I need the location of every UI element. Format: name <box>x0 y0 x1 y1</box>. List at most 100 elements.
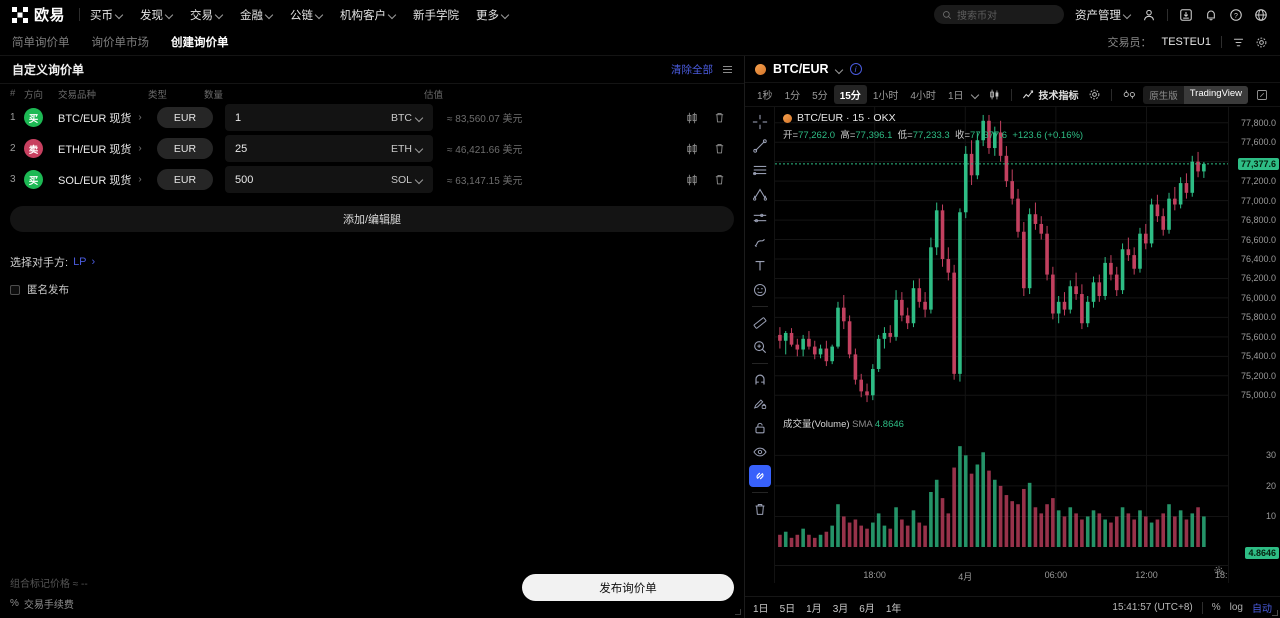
timeframe-1s[interactable]: 1秒 <box>757 91 773 102</box>
nav-item-asset-management[interactable]: 资产管理 <box>1075 7 1131 23</box>
timeframe-1m[interactable]: 1分 <box>784 91 801 102</box>
zoom-icon[interactable] <box>749 336 771 358</box>
time-axis[interactable]: 18:00 4月 06:00 12:00 18: <box>775 565 1228 583</box>
add-edit-leg-button[interactable]: 添加/编辑腿 <box>10 206 734 232</box>
type-pill[interactable]: EUR <box>157 107 213 128</box>
crosshair-icon[interactable] <box>749 111 771 133</box>
price-axis[interactable]: 77,800.077,600.077,400.077,200.077,000.0… <box>1228 107 1280 583</box>
time-axis-settings-icon[interactable] <box>1213 563 1224 581</box>
user-icon[interactable] <box>1142 8 1156 22</box>
brush-icon[interactable] <box>749 231 771 253</box>
quantity-unit-select[interactable]: ETH <box>391 143 423 155</box>
tab-create-rfq[interactable]: 创建询价单 <box>171 37 229 49</box>
log-scale-toggle[interactable]: log <box>1229 602 1243 613</box>
direction-badge-buy[interactable]: 买 <box>24 170 43 189</box>
settings-gear-icon[interactable] <box>1255 36 1268 49</box>
nav-item-trade[interactable]: 交易 <box>190 7 223 23</box>
range-1d[interactable]: 1日 <box>753 604 769 615</box>
resize-handle[interactable] <box>1272 610 1278 616</box>
chart-type-candles-icon[interactable] <box>984 88 1005 101</box>
range-6mo[interactable]: 6月 <box>859 604 875 615</box>
menu-icon[interactable] <box>723 66 732 73</box>
candlestick-plot[interactable]: BTC/EUR · 15 · OKX 开=77,262.0 高=77,396.1… <box>775 107 1228 583</box>
help-icon[interactable]: ? <box>1229 8 1243 22</box>
anonymous-checkbox[interactable] <box>10 284 20 295</box>
chevron-down-icon[interactable] <box>972 91 979 98</box>
nav-item-finance[interactable]: 金融 <box>240 7 273 23</box>
bell-icon[interactable] <box>1204 8 1218 22</box>
tab-rfq-market[interactable]: 询价单市场 <box>91 37 150 49</box>
search-input[interactable]: 搜索币对 <box>934 5 1064 24</box>
tab-simple-rfq[interactable]: 简单询价单 <box>12 37 70 49</box>
clear-all-button[interactable]: 清除全部 <box>671 64 713 76</box>
candlestick-icon[interactable] <box>685 111 699 125</box>
resize-handle[interactable] <box>735 609 741 615</box>
quantity-input[interactable]: 25 ETH <box>225 135 433 162</box>
eye-icon[interactable] <box>749 441 771 463</box>
nav-label: 发现 <box>140 9 164 22</box>
chevron-down-icon[interactable] <box>836 66 843 73</box>
magnet-icon[interactable] <box>749 369 771 391</box>
pencil-lock-icon[interactable] <box>749 393 771 415</box>
range-1y[interactable]: 1年 <box>885 604 902 615</box>
filter-icon[interactable] <box>1232 36 1245 49</box>
lock-icon[interactable] <box>749 417 771 439</box>
quantity-input[interactable]: 500 SOL <box>225 166 433 193</box>
trash-icon[interactable] <box>749 498 771 520</box>
timeframe-15m[interactable]: 15分 <box>833 85 867 104</box>
nav-item-academy[interactable]: 新手学院 <box>413 7 459 23</box>
timeframe-1d[interactable]: 1日 <box>947 91 964 102</box>
counterparty-value[interactable]: LP <box>73 256 87 268</box>
quantity-unit-select[interactable]: SOL <box>391 174 423 186</box>
candlestick-icon[interactable] <box>685 142 699 156</box>
range-5d[interactable]: 5日 <box>779 604 796 615</box>
emoji-icon[interactable] <box>749 279 771 301</box>
nav-item-buy-crypto[interactable]: 买币 <box>90 7 123 23</box>
view-tradingview[interactable]: TradingView <box>1183 85 1248 104</box>
type-pill[interactable]: EUR <box>157 169 213 190</box>
auto-scale-toggle[interactable]: 自动 <box>1252 604 1272 615</box>
price-tick: 75,200.0 <box>1240 370 1276 381</box>
publish-rfq-button[interactable]: 发布询价单 <box>522 574 734 601</box>
link-icon[interactable] <box>748 465 771 487</box>
channel-icon[interactable] <box>749 207 771 229</box>
fullscreen-icon[interactable] <box>1252 89 1272 101</box>
pitchfork-icon[interactable] <box>749 183 771 205</box>
nav-item-institutional[interactable]: 机构客户 <box>340 7 396 23</box>
type-pill[interactable]: EUR <box>157 138 213 159</box>
range-3mo[interactable]: 3月 <box>832 604 849 615</box>
delete-row-icon[interactable] <box>713 173 726 186</box>
candlestick-icon[interactable] <box>685 173 699 187</box>
symbol-selector[interactable]: ETH/EUR 现货 › <box>43 141 143 157</box>
delete-row-icon[interactable] <box>713 142 726 155</box>
quantity-input[interactable]: 1 BTC <box>225 104 433 131</box>
view-native[interactable]: 原生版 <box>1149 90 1178 102</box>
trend-line-icon[interactable] <box>749 135 771 157</box>
compare-icon[interactable] <box>1118 88 1141 101</box>
nav-item-more[interactable]: 更多 <box>476 7 509 23</box>
nav-item-discover[interactable]: 发现 <box>140 7 173 23</box>
delete-row-icon[interactable] <box>713 111 726 124</box>
timeframe-4h[interactable]: 4小时 <box>910 91 936 102</box>
symbol-selector[interactable]: SOL/EUR 现货 › <box>43 172 143 188</box>
percent-scale-toggle[interactable]: % <box>1211 602 1221 613</box>
timeframe-1h[interactable]: 1小时 <box>872 91 899 102</box>
globe-icon[interactable] <box>1254 8 1268 22</box>
chevron-right-icon[interactable]: › <box>91 256 96 268</box>
info-icon[interactable]: i <box>849 63 862 75</box>
indicators-label[interactable]: 技术指标 <box>1038 91 1079 102</box>
direction-badge-sell[interactable]: 卖 <box>24 139 43 158</box>
nav-item-chain[interactable]: 公链 <box>290 7 323 23</box>
range-1mo[interactable]: 1月 <box>806 604 822 615</box>
indicators-icon[interactable] <box>1018 88 1039 101</box>
timeframe-5m[interactable]: 5分 <box>812 91 828 102</box>
direction-badge-buy[interactable]: 买 <box>24 108 43 127</box>
text-icon[interactable] <box>749 255 771 277</box>
horizontal-lines-icon[interactable] <box>749 159 771 181</box>
okx-logo[interactable]: 欧易 <box>12 4 77 25</box>
symbol-selector[interactable]: BTC/EUR 现货 › <box>43 110 143 126</box>
chart-settings-gear-icon[interactable] <box>1084 88 1105 101</box>
download-icon[interactable] <box>1179 8 1193 22</box>
ruler-icon[interactable] <box>749 312 771 334</box>
quantity-unit-select[interactable]: BTC <box>391 112 423 124</box>
